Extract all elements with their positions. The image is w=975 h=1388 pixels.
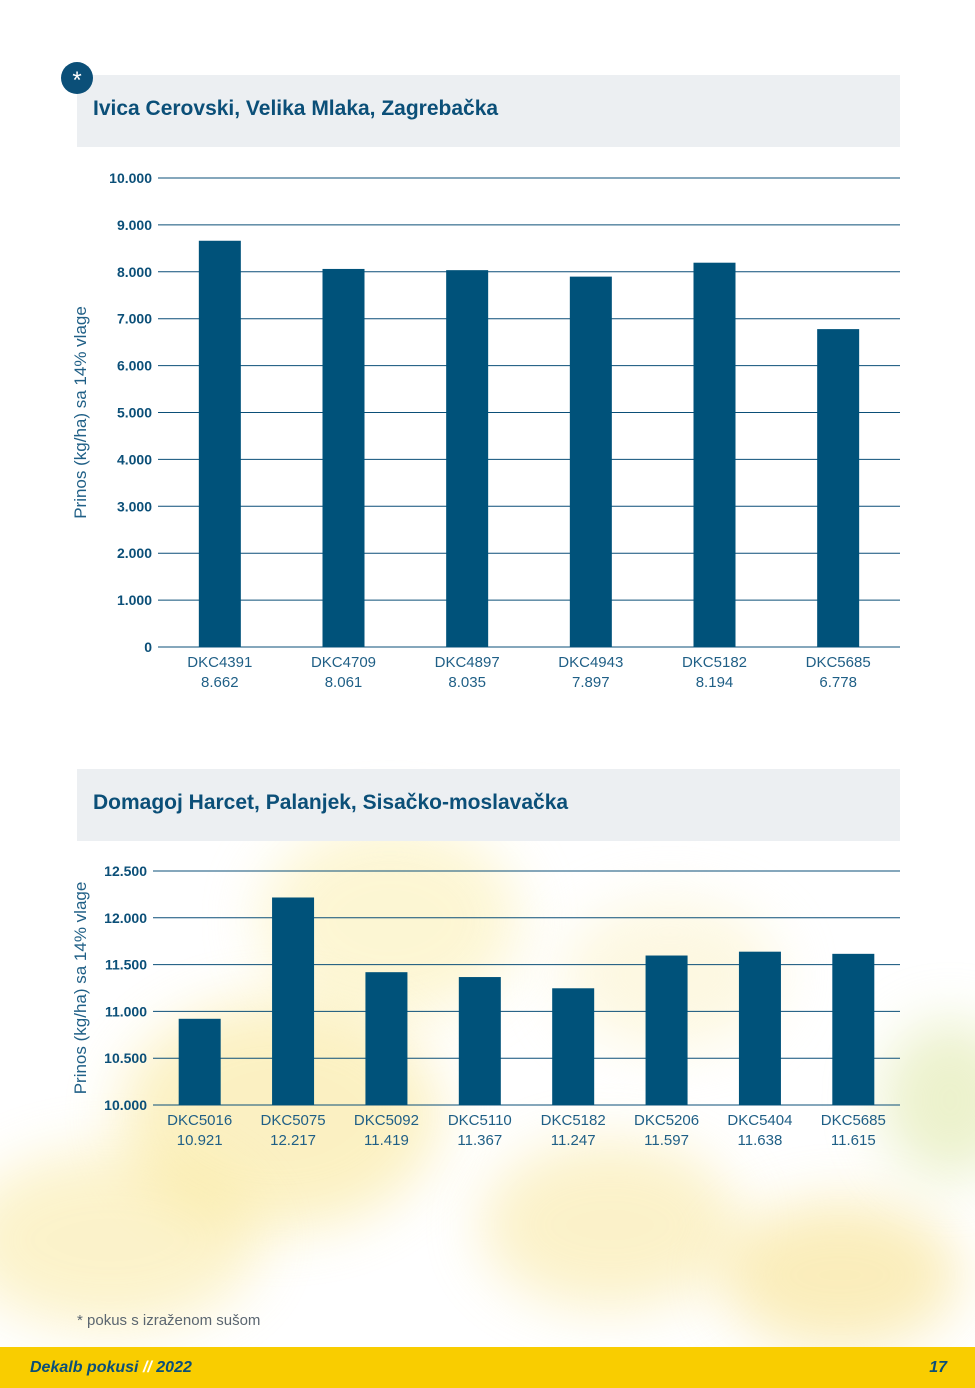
- data-label: 10.921: [177, 1132, 223, 1149]
- chart-1-title: Ivica Cerovski, Velika Mlaka, Zagrebačka: [93, 97, 499, 120]
- y-tick-label: 2.000: [117, 545, 152, 561]
- y-tick-label: 1.000: [117, 592, 152, 608]
- drought-star-badge: *: [61, 62, 93, 94]
- data-label: 6.778: [819, 674, 857, 691]
- bar-dkc5685: [832, 953, 875, 1105]
- y-axis-label: Prinos (kg/ha) sa 14% vlage: [71, 882, 90, 1095]
- x-tick-label: DKC4897: [435, 654, 500, 671]
- chart-2: 10.000 10.500 11.000 11.500 12.000 12.500 Prin…: [71, 863, 900, 1149]
- bar-dkc4391: [198, 240, 241, 647]
- chart-1-header: Ivica Cerovski, Velika Mlaka, Zagrebačka: [77, 75, 900, 147]
- data-label: 7.897: [572, 674, 610, 691]
- bar-dkc5182: [552, 988, 595, 1105]
- data-label: 11.597: [644, 1132, 689, 1149]
- y-tick-label: 8.000: [117, 264, 152, 280]
- data-label: 11.638: [738, 1132, 783, 1149]
- y-tick-label: 7.000: [117, 311, 152, 327]
- y-tick-label: 9.000: [117, 217, 152, 233]
- data-label: 11.419: [364, 1132, 409, 1149]
- x-tick-label: DKC5182: [541, 1112, 606, 1129]
- y-tick-label: 12.000: [104, 910, 147, 926]
- y-tick-label: 10.500: [104, 1050, 147, 1066]
- data-label: 11.367: [457, 1132, 502, 1149]
- y-tick-label: 12.500: [104, 863, 147, 879]
- bar-dkc5016: [178, 1018, 221, 1105]
- background-blob: [0, 1150, 260, 1330]
- data-label: 8.194: [696, 674, 734, 691]
- y-tick-label: 10.000: [109, 170, 152, 186]
- background-blob: [480, 1140, 740, 1310]
- bar-dkc4943: [569, 276, 612, 647]
- bar-dkc5206: [645, 955, 688, 1105]
- x-tick-label: DKC5404: [727, 1112, 792, 1129]
- chart-2-title: Domagoj Harcet, Palanjek, Sisačko-moslav…: [93, 791, 569, 814]
- data-label: 8.035: [448, 674, 486, 691]
- page-number: 17: [929, 1359, 947, 1376]
- bar-dkc5404: [738, 951, 781, 1105]
- data-label: 8.061: [325, 674, 363, 691]
- bar-dkc4897: [446, 270, 489, 647]
- footer-separator: //: [142, 1359, 152, 1376]
- y-tick-label: 0: [144, 639, 152, 655]
- y-tick-label: 10.000: [104, 1097, 147, 1113]
- x-tick-label: DKC5016: [167, 1112, 232, 1129]
- data-label: 8.662: [201, 674, 239, 691]
- bar-dkc4709: [322, 268, 365, 647]
- bar-dkc5092: [365, 972, 408, 1105]
- x-tick-label: DKC4943: [558, 654, 623, 671]
- y-tick-label: 4.000: [117, 451, 152, 467]
- background-blob: [720, 1200, 960, 1350]
- chart-2-header: Domagoj Harcet, Palanjek, Sisačko-moslav…: [77, 769, 900, 841]
- footnote: * pokus s izraženom sušom: [77, 1312, 261, 1329]
- x-tick-label: DKC5110: [448, 1112, 512, 1129]
- data-label: 12.217: [270, 1132, 316, 1149]
- y-tick-label: 11.500: [105, 957, 147, 973]
- y-tick-label: 3.000: [117, 498, 152, 514]
- footer-brand: Dekalb pokusi // 2022: [30, 1359, 192, 1377]
- bar-dkc5685: [817, 329, 860, 647]
- bar-dkc5075: [272, 897, 315, 1105]
- x-tick-label: DKC5092: [354, 1112, 419, 1129]
- footer-year: 2022: [156, 1359, 192, 1376]
- page-footer: Dekalb pokusi // 2022 17: [0, 1347, 975, 1388]
- footer-brand-name: Dekalb pokusi: [30, 1359, 139, 1376]
- x-tick-label: DKC4709: [311, 654, 376, 671]
- x-tick-label: DKC5206: [634, 1112, 699, 1129]
- y-axis-label: Prinos (kg/ha) sa 14% vlage: [71, 306, 90, 519]
- bar-dkc5110: [458, 977, 501, 1105]
- data-label: 11.247: [551, 1132, 596, 1149]
- x-tick-label: DKC5685: [806, 654, 871, 671]
- y-tick-label: 5.000: [117, 405, 152, 421]
- x-tick-label: DKC5182: [682, 654, 747, 671]
- y-tick-label: 6.000: [117, 358, 152, 374]
- data-label: 11.615: [831, 1132, 876, 1149]
- y-tick-label: 11.000: [105, 1003, 147, 1019]
- x-tick-label: DKC5075: [261, 1112, 326, 1129]
- bar-dkc5182: [693, 262, 736, 647]
- chart-1: 0 1.000 2.000 3.000 4.000 5.000 6.000 7.000 8.00…: [71, 170, 900, 691]
- x-tick-label: DKC5685: [821, 1112, 886, 1129]
- x-tick-label: DKC4391: [187, 654, 252, 671]
